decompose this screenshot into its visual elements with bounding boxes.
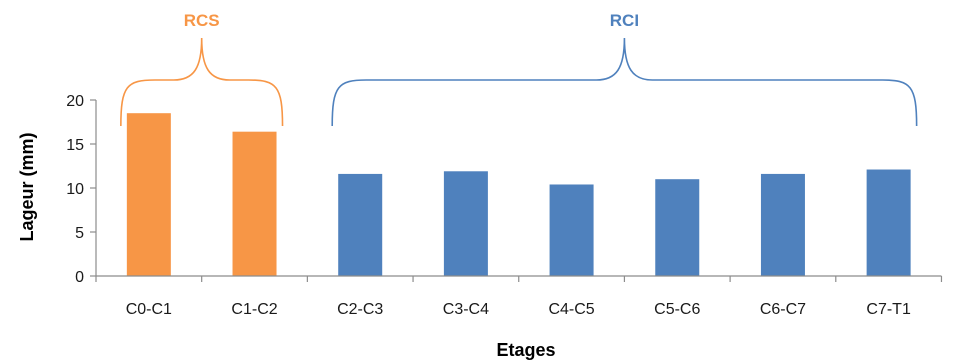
bar-c0-c1 — [126, 113, 171, 276]
y-axis-title: Lageur (mm) — [17, 132, 37, 241]
bar-c2-c3 — [338, 173, 383, 276]
group-bracket-rcs — [120, 37, 284, 127]
x-tick-label: C6-C7 — [760, 301, 806, 318]
y-tick-label: 20 — [66, 93, 84, 110]
x-tick-label: C1-C2 — [231, 301, 277, 318]
x-axis-title: Etages — [496, 340, 555, 360]
bar-c6-c7 — [760, 173, 805, 276]
x-tick-label: C7-T1 — [866, 301, 911, 318]
bar-c5-c6 — [655, 179, 700, 276]
x-tick-label: C0-C1 — [126, 301, 172, 318]
y-tick-label: 0 — [75, 269, 84, 286]
axes — [95, 100, 942, 277]
bar-c4-c5 — [549, 184, 594, 276]
group-label-rci: RCI — [610, 11, 639, 30]
x-tick-label: C3-C4 — [443, 301, 489, 318]
bars — [126, 113, 911, 276]
bar-c7-t1 — [866, 169, 911, 276]
x-tick-label: C5-C6 — [654, 301, 700, 318]
x-tick-label: C4-C5 — [548, 301, 594, 318]
x-tick-label: C2-C3 — [337, 301, 383, 318]
group-brackets: RCS RCI — [120, 11, 918, 127]
bar-c1-c2 — [232, 131, 277, 276]
bar-c3-c4 — [443, 171, 488, 276]
group-bracket-rci — [331, 37, 918, 127]
y-tick-label: 10 — [66, 181, 84, 198]
y-ticks: 0 5 10 15 20 — [66, 93, 96, 286]
y-tick-label: 15 — [66, 137, 84, 154]
y-tick-label: 5 — [75, 225, 84, 242]
group-label-rcs: RCS — [184, 11, 220, 30]
x-ticks: C0-C1 C1-C2 C2-C3 C3-C4 C4-C5 C5-C6 C6-C7 C7-T1 — [95, 276, 943, 318]
